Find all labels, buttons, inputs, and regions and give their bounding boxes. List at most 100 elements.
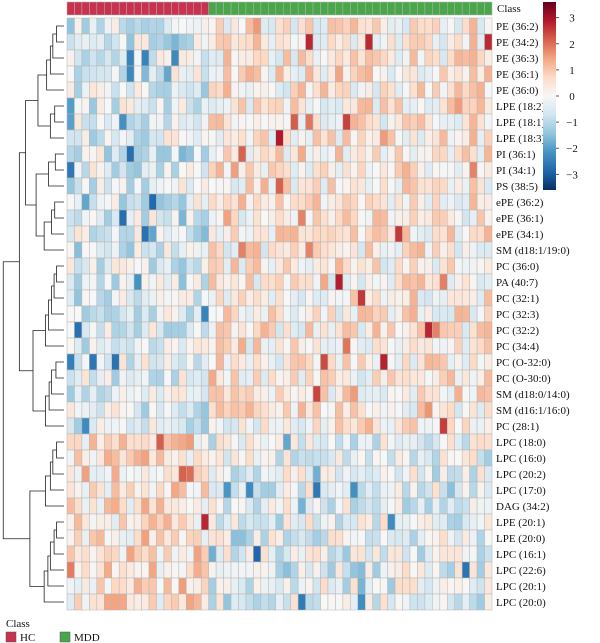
heatmap-cell	[417, 305, 426, 323]
heatmap-cell	[118, 33, 127, 51]
heatmap-cell	[96, 561, 105, 579]
heatmap-cell	[163, 161, 172, 179]
heatmap-cell	[469, 561, 478, 579]
heatmap-cell	[275, 97, 284, 115]
heatmap-cell	[454, 465, 463, 483]
heatmap-cell	[297, 561, 306, 579]
annotation-cell-mdd	[432, 1, 441, 16]
heatmap-cell	[424, 225, 433, 243]
heatmap-cell	[305, 257, 314, 275]
heatmap-cell	[290, 273, 299, 291]
heatmap-cell	[432, 529, 441, 547]
heatmap-cell	[141, 65, 150, 83]
heatmap-cell	[223, 49, 232, 67]
heatmap-cell	[96, 177, 105, 195]
heatmap-cell	[275, 193, 284, 211]
heatmap-cell	[372, 513, 381, 531]
heatmap-cell	[394, 145, 403, 163]
heatmap-cell	[215, 433, 224, 451]
heatmap-cell	[357, 465, 366, 483]
heatmap-cell	[484, 273, 493, 291]
heatmap-cell	[163, 177, 172, 195]
heatmap-cell	[81, 577, 90, 595]
heatmap-cell	[327, 289, 336, 307]
annotation-cell-hc	[163, 1, 172, 16]
heatmap-cell	[365, 97, 373, 115]
heatmap-cell	[312, 401, 321, 419]
heatmap-cell	[327, 177, 336, 195]
heatmap-cell	[81, 321, 90, 339]
heatmap-cell	[461, 545, 470, 563]
heatmap-cell	[365, 257, 373, 275]
heatmap-cell	[312, 209, 321, 227]
heatmap-cell	[439, 481, 448, 499]
heatmap-cell	[432, 145, 441, 163]
heatmap-cell	[297, 129, 306, 147]
heatmap-cell	[379, 209, 388, 227]
heatmap-cell	[365, 161, 373, 179]
heatmap-cell	[141, 81, 150, 99]
heatmap-cell	[81, 433, 90, 451]
heatmap-cell	[439, 33, 448, 51]
heatmap-cell	[253, 337, 262, 355]
heatmap-cell	[432, 433, 441, 451]
heatmap-cell	[230, 129, 239, 147]
heatmap-cell	[260, 17, 269, 35]
heatmap-cell	[81, 49, 90, 67]
heatmap-cell	[447, 545, 455, 563]
heatmap-cell	[409, 65, 418, 83]
heatmap-cell	[89, 305, 98, 323]
heatmap-cell	[282, 433, 291, 451]
heatmap-cell	[357, 481, 366, 499]
heatmap-cell	[268, 465, 277, 483]
heatmap-cell	[81, 257, 90, 275]
heatmap-cell	[461, 17, 470, 35]
heatmap-cell	[81, 273, 90, 291]
heatmap-cell	[253, 433, 262, 451]
heatmap-cell	[253, 33, 262, 51]
heatmap-cell	[305, 449, 314, 467]
heatmap-cell	[320, 337, 329, 355]
heatmap-cell	[118, 273, 127, 291]
heatmap-cell	[253, 497, 262, 515]
heatmap-cell	[186, 65, 195, 83]
heatmap-cell	[402, 369, 411, 387]
heatmap-cell	[432, 241, 441, 259]
heatmap-cell	[312, 49, 321, 67]
heatmap-cell	[379, 305, 388, 323]
heatmap-cell	[200, 401, 209, 419]
heatmap-cell	[118, 97, 127, 115]
heatmap-cell	[178, 481, 187, 499]
heatmap-cell	[215, 305, 224, 323]
heatmap-cell	[186, 577, 195, 595]
heatmap-cell	[357, 497, 366, 515]
row-dendrogram	[2, 25, 64, 603]
heatmap-cell	[238, 257, 247, 275]
heatmap-cell	[476, 33, 485, 51]
heatmap-cell	[454, 225, 463, 243]
heatmap-cell	[118, 337, 127, 355]
heatmap-cell	[394, 497, 403, 515]
heatmap-cell	[320, 369, 329, 387]
heatmap-cell	[305, 385, 314, 403]
heatmap-cell	[215, 289, 224, 307]
heatmap-cell	[417, 177, 426, 195]
heatmap-cell	[439, 177, 448, 195]
heatmap-cell	[253, 385, 262, 403]
heatmap-cell	[312, 337, 321, 355]
heatmap-cell	[476, 49, 485, 67]
heatmap-cell	[327, 33, 336, 51]
heatmap-cell	[230, 513, 239, 531]
heatmap-cell	[447, 209, 455, 227]
heatmap-cell	[163, 353, 172, 371]
heatmap-cell	[111, 401, 120, 419]
heatmap-cell	[379, 497, 388, 515]
heatmap-cell	[230, 449, 239, 467]
heatmap-cell	[260, 273, 269, 291]
heatmap-cell	[163, 465, 172, 483]
heatmap-cell	[409, 193, 418, 211]
annotation-cell-mdd	[297, 1, 306, 16]
legend-label-mdd: MDD	[74, 632, 100, 643]
heatmap-cell	[469, 225, 478, 243]
heatmap-cell	[104, 561, 112, 579]
